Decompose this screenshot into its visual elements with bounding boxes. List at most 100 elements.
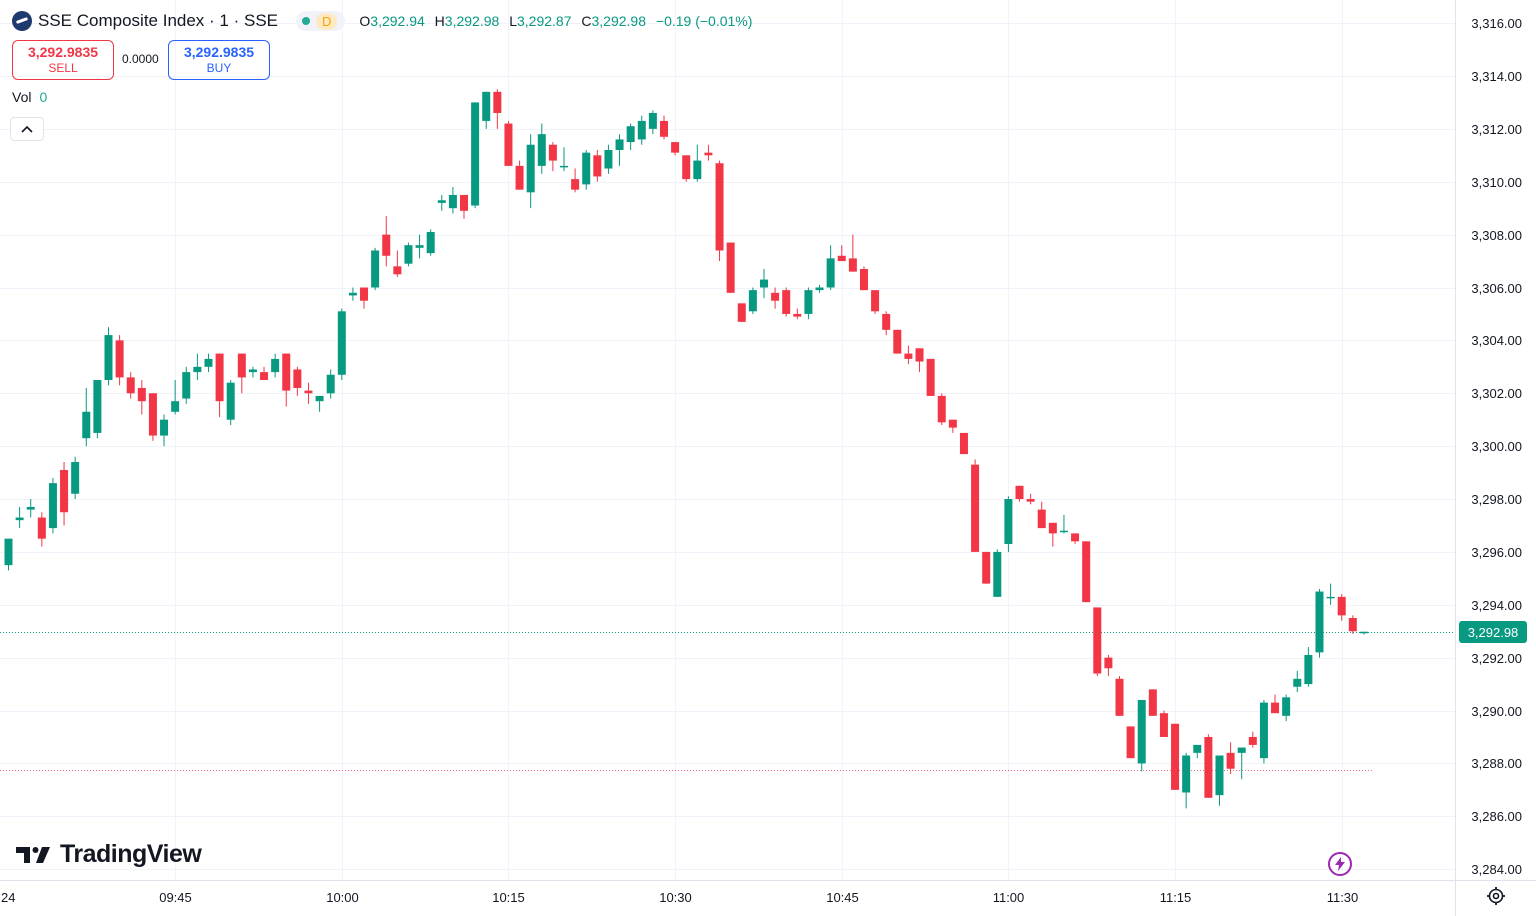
candle-body-up — [371, 250, 380, 288]
tradingview-mark-icon — [16, 846, 50, 863]
candle-body-down — [926, 358, 935, 396]
candle-body-up — [48, 483, 57, 529]
candle-body-up — [415, 245, 424, 248]
symbol-title[interactable]: SSE Composite Index · 1 · SSE — [38, 11, 278, 30]
y-axis-tick-label: 3,304.00 — [1471, 333, 1522, 348]
buy-button[interactable]: 3,292.9835 BUY — [168, 40, 270, 80]
candle-body-down — [1204, 736, 1213, 798]
close-value: 3,292.98 — [591, 13, 647, 29]
x-axis-tick-label: 10:15 — [492, 890, 525, 905]
candle-body-down — [1048, 522, 1057, 534]
change-value: −0.19 (−0.01%) — [655, 13, 753, 29]
candle-body-down — [293, 369, 302, 388]
low-value: 3,292.87 — [516, 13, 572, 29]
candle-body-down — [548, 144, 557, 161]
candle-body-up — [1237, 747, 1246, 753]
candle-body-down — [1159, 713, 1168, 737]
candle-body-down — [1071, 533, 1080, 542]
candle-body-up — [815, 287, 824, 291]
sell-price: 3,292.9835 — [27, 44, 99, 60]
y-axis-tick-label: 3,312.00 — [1471, 122, 1522, 137]
candle-body-up — [248, 369, 257, 373]
candle-body-down — [682, 155, 691, 180]
candle-body-down — [915, 348, 924, 362]
quick-action-button[interactable] — [1328, 852, 1352, 876]
collapse-legend-button[interactable] — [10, 117, 44, 141]
candle-body-up — [637, 120, 646, 140]
candle-body-up — [626, 126, 635, 143]
candle-body-up — [193, 366, 202, 373]
y-axis-tick-label: 3,294.00 — [1471, 598, 1522, 613]
candle-body-down — [771, 292, 780, 301]
candle-body-down — [37, 517, 46, 539]
candle-body-up — [759, 279, 768, 288]
market-open-dot-icon — [302, 17, 310, 25]
candle-body-down — [848, 258, 857, 272]
candle-body-up — [1193, 744, 1202, 753]
market-status-badge[interactable]: D — [296, 11, 346, 31]
candle-body-down — [837, 255, 846, 262]
candle-body-down — [515, 165, 524, 190]
candle-body-down — [115, 340, 124, 378]
candle-body-down — [148, 393, 157, 436]
candle-body-up — [482, 91, 491, 121]
candle-body-up — [4, 538, 13, 566]
candle-body-up — [204, 358, 213, 367]
candle-body-up — [1293, 678, 1302, 687]
candle-body-down — [959, 432, 968, 455]
candle-body-down — [859, 268, 868, 291]
candle-body-down — [382, 234, 391, 256]
y-axis-tick-label: 3,298.00 — [1471, 492, 1522, 507]
candle-body-up — [71, 462, 80, 494]
y-axis-tick-label: 3,316.00 — [1471, 16, 1522, 31]
candle-body-down — [1171, 723, 1180, 790]
candle-body-up — [171, 401, 180, 412]
candle-body-down — [137, 387, 146, 402]
candle-body-down — [737, 303, 746, 322]
buy-label: BUY — [206, 61, 232, 75]
candle-body-down — [659, 120, 668, 137]
candle-body-down — [504, 123, 513, 166]
chevron-up-icon — [21, 125, 33, 133]
candle-body-up — [426, 231, 435, 254]
candle-body-up — [104, 335, 113, 381]
candle-body-down — [1026, 499, 1035, 502]
x-axis-tick-label: 11:00 — [993, 890, 1025, 905]
volume-legend[interactable]: Vol 0 — [12, 89, 47, 105]
candle-body-up — [537, 134, 546, 166]
candle-body-down — [260, 372, 269, 381]
candle-body-up — [826, 258, 835, 288]
y-axis-tick-label: 3,292.00 — [1471, 651, 1522, 666]
candle-body-up — [1182, 755, 1191, 793]
candle-body-down — [971, 464, 980, 552]
candle-body-up — [271, 358, 280, 373]
gear-icon[interactable] — [1486, 886, 1506, 906]
candle-body-up — [326, 374, 335, 394]
y-axis-tick-label: 3,288.00 — [1471, 756, 1522, 771]
candle-body-up — [582, 152, 591, 185]
tradingview-logo[interactable]: TradingView — [16, 840, 202, 869]
candle-body-up — [1326, 596, 1335, 599]
candle-body-up — [1315, 591, 1324, 653]
candle-body-up — [448, 194, 457, 209]
candle-body-down — [1126, 726, 1135, 759]
candle-body-down — [215, 353, 224, 402]
y-axis-tick-label: 3,308.00 — [1471, 228, 1522, 243]
candle-body-up — [748, 290, 757, 312]
y-axis-tick-label: 3,306.00 — [1471, 281, 1522, 296]
candle-body-down — [937, 395, 946, 423]
candle-body-up — [1215, 755, 1224, 796]
candle-body-down — [237, 353, 246, 378]
candle-body-down — [1337, 596, 1346, 616]
candle-body-up — [1359, 631, 1368, 634]
candle-body-up — [604, 150, 613, 169]
candle-body-down — [493, 91, 502, 113]
sell-button[interactable]: 3,292.9835 SELL — [12, 40, 114, 80]
x-axis-tick-label: 24 — [1, 890, 15, 905]
close-label: C — [581, 13, 592, 29]
candle-body-up — [15, 517, 24, 521]
ohlc-values: O3,292.94 H3,292.98 L3,292.87 C3,292.98 … — [359, 13, 758, 29]
volume-value: 0 — [39, 89, 48, 105]
candle-body-down — [904, 353, 913, 359]
